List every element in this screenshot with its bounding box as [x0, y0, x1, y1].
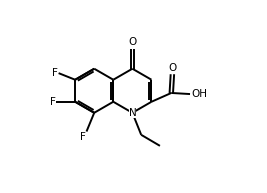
Text: OH: OH	[191, 89, 207, 99]
Text: O: O	[168, 63, 176, 73]
Text: F: F	[80, 132, 86, 142]
Text: O: O	[128, 37, 136, 47]
Text: F: F	[50, 97, 56, 107]
Text: N: N	[128, 108, 136, 118]
Text: F: F	[52, 68, 58, 78]
